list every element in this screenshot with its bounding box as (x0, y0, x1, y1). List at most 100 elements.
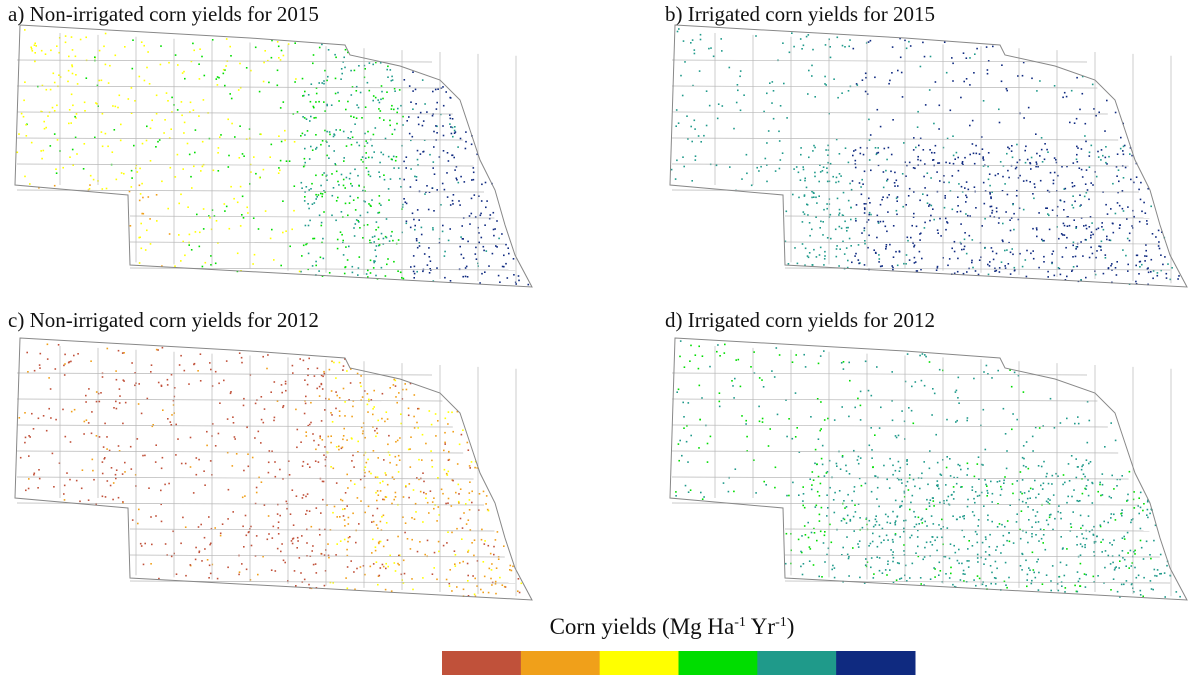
yield-pixel (112, 482, 115, 484)
yield-pixel (345, 176, 348, 179)
yield-pixel (914, 167, 916, 170)
yield-pixel (172, 404, 175, 406)
yield-pixel (847, 161, 850, 164)
yield-pixel (930, 515, 933, 517)
yield-pixel (853, 150, 855, 152)
yield-pixel (846, 266, 849, 269)
yield-pixel (262, 168, 265, 171)
legend-title: Corn yields (Mg Ha-1 Yr-1) (550, 614, 795, 639)
legend-swatch (836, 651, 916, 675)
yield-pixel (1102, 538, 1104, 541)
yield-pixel (1015, 166, 1018, 169)
yield-pixel (1111, 474, 1113, 477)
yield-pixel (1057, 267, 1060, 269)
yield-pixel (371, 156, 373, 159)
yield-pixel (38, 187, 40, 189)
yield-pixel (301, 497, 304, 499)
yield-pixel (1037, 521, 1040, 523)
yield-pixel (736, 84, 739, 86)
yield-pixel (279, 59, 282, 61)
yield-pixel (459, 517, 462, 520)
yield-pixel (339, 231, 342, 233)
yield-pixel (308, 510, 311, 512)
yield-pixel (865, 76, 867, 79)
yield-pixel (804, 247, 807, 250)
yield-pixel (436, 125, 438, 128)
yield-pixel (289, 513, 292, 515)
yield-pixel (71, 64, 73, 66)
yield-pixel (910, 501, 912, 504)
yield-pixel (953, 272, 956, 275)
yield-pixel (390, 590, 393, 592)
yield-pixel (1080, 468, 1083, 471)
yield-pixel (170, 128, 172, 130)
yield-pixel (870, 490, 873, 493)
yield-pixel (411, 135, 414, 138)
yield-pixel (378, 171, 380, 173)
yield-pixel (908, 407, 910, 409)
yield-pixel (225, 360, 228, 362)
yield-pixel (990, 480, 992, 483)
yield-pixel (351, 265, 354, 268)
yield-pixel (878, 258, 881, 260)
yield-pixel (112, 105, 114, 107)
yield-pixel (305, 435, 308, 437)
yield-pixel (58, 51, 60, 54)
yield-pixel (40, 49, 43, 52)
yield-pixel (892, 510, 894, 513)
yield-pixel (375, 229, 377, 231)
yield-pixel (28, 435, 30, 437)
yield-pixel (827, 154, 829, 156)
yield-pixel (322, 375, 324, 378)
yield-pixel (878, 427, 881, 429)
yield-pixel (70, 122, 72, 124)
yield-pixel (842, 517, 845, 520)
yield-pixel (840, 227, 843, 230)
yield-pixel (435, 125, 437, 127)
yield-pixel (1088, 151, 1091, 154)
yield-pixel (349, 195, 352, 198)
yield-pixel (315, 148, 317, 150)
yield-pixel (515, 283, 517, 285)
yield-pixel (1010, 385, 1013, 388)
yield-pixel (454, 554, 457, 556)
yield-pixel (324, 110, 326, 112)
yield-pixel (1051, 261, 1053, 264)
yield-pixel (936, 461, 939, 464)
yield-pixel (124, 471, 126, 473)
yield-pixel (294, 42, 296, 44)
yield-pixel (733, 127, 735, 130)
yield-pixel (415, 238, 418, 240)
yield-pixel (889, 79, 891, 82)
yield-pixel (859, 404, 862, 407)
yield-pixel (130, 112, 133, 114)
yield-pixel (122, 501, 124, 503)
yield-pixel (282, 101, 285, 103)
yield-pixel (277, 533, 280, 535)
yield-pixel (833, 567, 836, 569)
yield-pixel (377, 99, 379, 101)
yield-pixel (853, 449, 855, 452)
yield-pixel (300, 441, 302, 443)
yield-pixel (1005, 467, 1008, 470)
yield-pixel (155, 515, 157, 517)
yield-pixel (1122, 150, 1124, 152)
yield-pixel (829, 162, 832, 165)
yield-pixel (804, 534, 807, 536)
yield-pixel (1167, 263, 1169, 265)
yield-pixel (872, 577, 875, 579)
yield-pixel (1022, 464, 1025, 467)
yield-pixel (1006, 152, 1008, 155)
yield-pixel (160, 489, 162, 492)
yield-pixel (840, 175, 842, 177)
yield-pixel (1051, 483, 1053, 485)
yield-pixel (71, 65, 74, 68)
yield-pixel (1101, 494, 1104, 496)
yield-pixel (797, 171, 800, 174)
map-panel (669, 337, 1188, 601)
yield-pixel (1081, 524, 1084, 527)
yield-pixel (838, 265, 840, 267)
yield-pixel (1084, 183, 1087, 185)
yield-pixel (277, 527, 280, 529)
yield-pixel (347, 487, 349, 489)
